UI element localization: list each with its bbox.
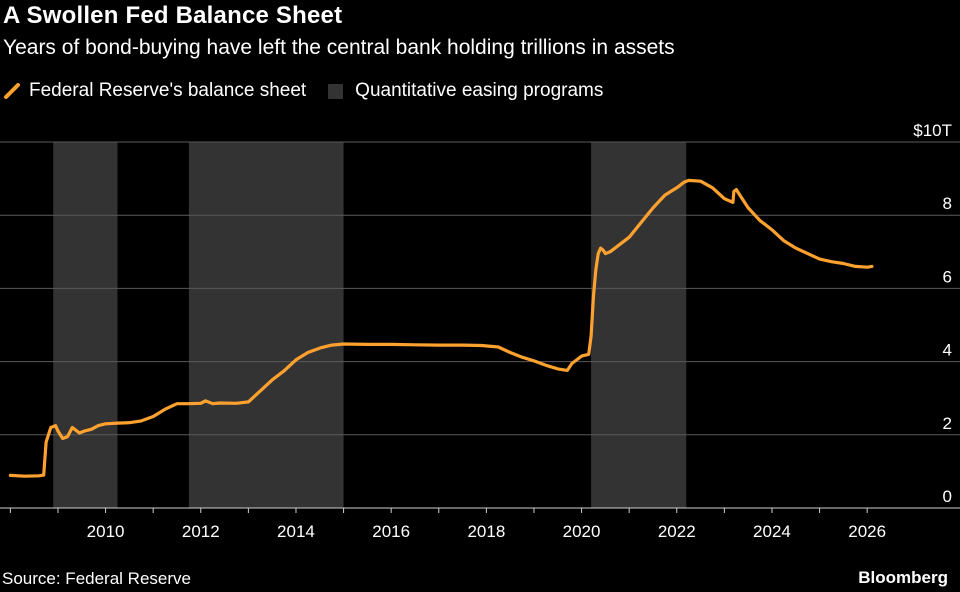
gridlines [0, 141, 960, 436]
series-layer [8, 178, 874, 478]
x-tick-label-2020: 2020 [563, 522, 601, 541]
brand-logo: Bloomberg [858, 568, 948, 587]
y-tick-label-10: $10T [913, 121, 952, 140]
x-tick-label-2026: 2026 [848, 522, 886, 541]
y-tick-label-4: 4 [943, 341, 952, 360]
y-axis-labels: 0 2 4 6 8 $10T [913, 121, 952, 506]
x-tick-label-2016: 2016 [372, 522, 410, 541]
y-tick-label-2: 2 [943, 414, 952, 433]
legend-item-qe: Quantitative easing programs [328, 80, 603, 102]
chart-title: A Swollen Fed Balance Sheet [3, 2, 343, 29]
qe-period-2 [188, 142, 344, 508]
legend-line-swatch-icon [4, 83, 20, 99]
x-tick-label-2014: 2014 [277, 522, 315, 541]
y-tick-label-8: 8 [943, 194, 952, 213]
y-tick-label-6: 6 [943, 267, 952, 286]
legend-shade-swatch-icon [328, 83, 344, 99]
qe-period-3 [591, 142, 687, 508]
x-tick-label-2010: 2010 [87, 522, 125, 541]
x-tick-label-2022: 2022 [658, 522, 696, 541]
x-tick-label-2024: 2024 [753, 522, 791, 541]
x-tick-label-2012: 2012 [182, 522, 220, 541]
series-line-balance-sheet [8, 178, 874, 478]
chart-subtitle: Years of bond-buying have left the centr… [3, 36, 675, 59]
legend-label-balance-sheet: Federal Reserve's balance sheet [29, 80, 307, 101]
qe-shade-layer [53, 142, 687, 508]
qe-period-1 [53, 142, 118, 508]
source-note: Source: Federal Reserve [2, 569, 191, 588]
legend-label-qe: Quantitative easing programs [355, 80, 604, 101]
legend-item-balance-sheet: Federal Reserve's balance sheet [3, 80, 306, 102]
y-tick-label-0: 0 [943, 487, 952, 506]
x-axis: 2010 2012 2014 2016 2018 2020 2022 2024 2026 [0, 507, 960, 541]
x-tick-label-2018: 2018 [467, 522, 505, 541]
chart-legend: Federal Reserve's balance sheet Quantita… [3, 79, 625, 103]
